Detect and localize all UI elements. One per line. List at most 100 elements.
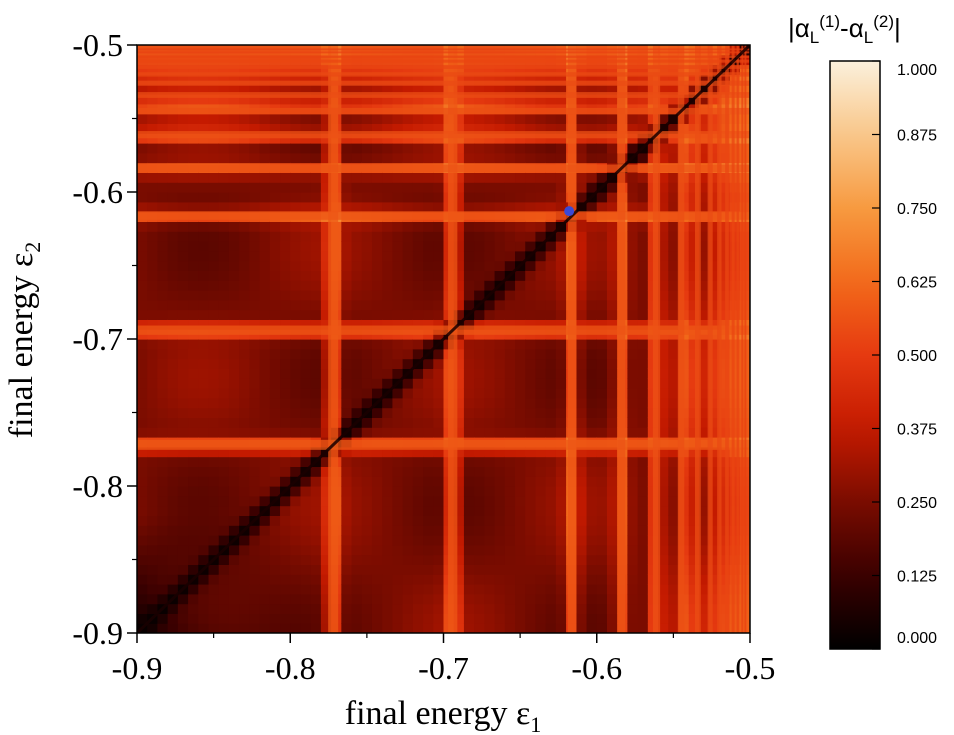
heatmap-cell xyxy=(463,378,475,389)
heatmap-cell xyxy=(188,231,199,242)
marker-layer xyxy=(564,206,575,217)
heatmap-cell xyxy=(698,182,710,193)
heatmap-cell xyxy=(515,201,526,213)
heatmap-cell xyxy=(463,231,475,242)
heatmap-cell xyxy=(147,417,159,428)
heatmap-cell xyxy=(709,603,720,614)
heatmap-cell xyxy=(504,505,516,516)
heatmap-cell xyxy=(239,456,250,467)
heatmap-cell xyxy=(157,182,169,193)
heatmap-cell xyxy=(320,250,332,262)
heatmap-cell xyxy=(208,319,220,330)
heatmap-cell xyxy=(402,613,414,624)
resonance-streak-horizontal xyxy=(137,55,750,58)
heatmap-cell xyxy=(290,378,302,389)
heatmap-cell xyxy=(535,192,547,203)
heatmap-cell xyxy=(453,221,465,232)
heatmap-cell xyxy=(239,192,250,203)
heatmap-cell xyxy=(392,94,404,105)
heatmap-cell xyxy=(137,495,148,507)
heatmap-cell xyxy=(484,74,496,85)
heatmap-cell xyxy=(453,74,465,85)
heatmap-cell xyxy=(658,446,669,458)
heatmap-cell xyxy=(218,417,230,428)
heatmap-cell xyxy=(719,486,731,497)
heatmap-cell xyxy=(351,368,363,379)
heatmap-cell xyxy=(371,535,383,546)
heatmap-cell xyxy=(545,221,557,232)
heatmap-cell xyxy=(504,378,516,389)
heatmap-cell xyxy=(698,486,710,497)
heatmap-cell xyxy=(576,378,588,389)
heatmap-cell xyxy=(269,456,281,467)
heatmap-cell xyxy=(555,290,567,301)
heatmap-cell xyxy=(228,623,240,633)
heatmap-cell xyxy=(474,544,485,556)
heatmap-cell xyxy=(371,182,383,193)
heatmap-cell xyxy=(463,113,475,124)
heatmap-cell xyxy=(208,378,220,389)
heatmap-cell xyxy=(147,123,159,134)
heatmap-cell xyxy=(280,535,291,546)
heatmap-cell xyxy=(576,94,588,105)
heatmap-cell xyxy=(453,231,465,242)
heatmap-cell xyxy=(249,152,261,164)
heatmap-cell xyxy=(494,593,506,605)
heatmap-cell xyxy=(167,133,179,144)
heatmap-cell xyxy=(290,584,302,595)
heatmap-cell xyxy=(658,290,669,301)
heatmap-cell xyxy=(351,182,363,193)
heatmap-cell xyxy=(249,407,261,418)
heatmap-cell xyxy=(596,554,608,565)
heatmap-cell xyxy=(535,231,547,242)
heatmap-cell xyxy=(249,192,261,203)
heatmap-cell xyxy=(555,113,567,124)
heatmap-cell xyxy=(627,603,639,614)
heatmap-cell xyxy=(300,94,312,105)
heatmap-cell xyxy=(300,476,312,487)
heatmap-cell xyxy=(729,427,741,438)
heatmap-cell xyxy=(137,417,148,428)
heatmap-cell xyxy=(198,133,210,144)
heatmap-cell xyxy=(259,64,271,75)
heatmap-cell xyxy=(361,290,373,301)
heatmap-cell xyxy=(719,348,731,360)
heatmap-cell xyxy=(525,417,537,428)
heatmap-cell xyxy=(198,241,210,252)
heatmap-cell xyxy=(545,152,557,164)
heatmap-cell xyxy=(269,152,281,164)
heatmap-cell xyxy=(228,192,240,203)
heatmap-cell xyxy=(249,319,261,330)
heatmap-cell xyxy=(137,368,148,379)
heatmap-cell xyxy=(423,250,434,262)
heatmap-cell xyxy=(147,427,159,438)
heatmap-cell xyxy=(157,348,169,360)
heatmap-cell xyxy=(709,113,720,124)
heatmap-cell xyxy=(310,525,322,536)
heatmap-cell xyxy=(627,378,639,389)
heatmap-cell xyxy=(433,94,445,105)
heatmap-cell xyxy=(320,388,332,399)
heatmap-cell xyxy=(453,535,465,546)
heatmap-cell xyxy=(576,505,588,516)
heatmap-cell xyxy=(361,309,373,320)
heatmap-cell xyxy=(228,113,240,124)
heatmap-cell xyxy=(249,182,261,193)
heatmap-cell xyxy=(668,260,680,271)
heatmap-cell xyxy=(351,554,363,565)
heatmap-cell xyxy=(658,348,669,360)
y-tick-label: -0.8 xyxy=(72,468,123,504)
heatmap-cell xyxy=(688,270,700,281)
heatmap-cell xyxy=(433,603,445,614)
heatmap-cell xyxy=(382,172,394,183)
heatmap-cell xyxy=(341,378,353,389)
heatmap-cell xyxy=(586,476,598,487)
heatmap-cell xyxy=(177,94,189,105)
heatmap-cell xyxy=(147,623,159,633)
heatmap-cell xyxy=(351,593,363,605)
heatmap-cell xyxy=(474,339,485,350)
heatmap-cell xyxy=(576,182,588,193)
heatmap-cell xyxy=(239,250,250,262)
heatmap-cell xyxy=(658,427,669,438)
heatmap-cell xyxy=(371,290,383,301)
